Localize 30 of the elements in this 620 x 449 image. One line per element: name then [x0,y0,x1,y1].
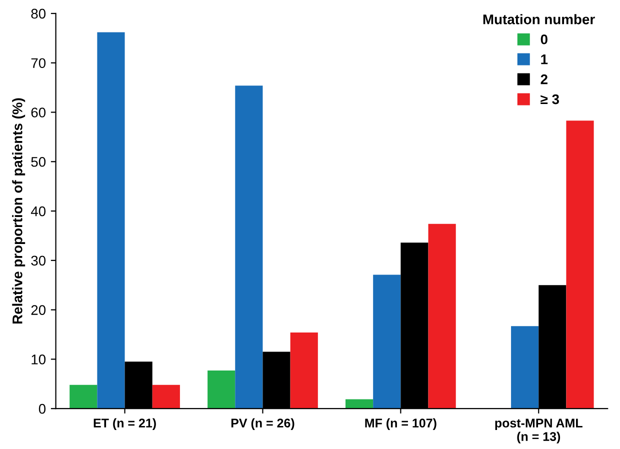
y-tick-label: 80 [31,8,46,19]
y-axis-title: Relative proportion of patients (%) [12,98,26,324]
bar [511,326,539,409]
legend-label: 1 [541,54,548,64]
x-tick-label: MF (n = 107) [365,418,436,430]
y-tick-label: 30 [31,256,46,266]
y-tick-label: 10 [32,354,46,364]
bar [152,384,180,409]
legend-label: ≥ 3 [540,94,559,104]
x-tick-label: ET (n = 21) [94,418,156,430]
y-tick-label: 0 [38,404,46,414]
bar [566,120,594,409]
x-tick-label: post-MPN AML (n = 13) [495,418,582,444]
bar [70,384,98,409]
y-tick-label: 70 [31,58,46,68]
legend-label: 2 [540,74,548,84]
bar [345,399,374,409]
bar [290,332,318,409]
bar [97,32,125,409]
legend-label: 0 [540,34,548,44]
bar [428,224,456,409]
y-tick-label: 40 [30,206,46,216]
y-tick-label: 60 [31,108,46,118]
legend-title: Mutation number [483,14,595,24]
y-tick-label: 20 [31,305,46,315]
bar [208,370,236,409]
y-tick-label: 50 [31,156,46,167]
bar [235,86,263,409]
x-tick-label: PV (n = 26) [231,418,294,430]
bar [373,274,401,409]
